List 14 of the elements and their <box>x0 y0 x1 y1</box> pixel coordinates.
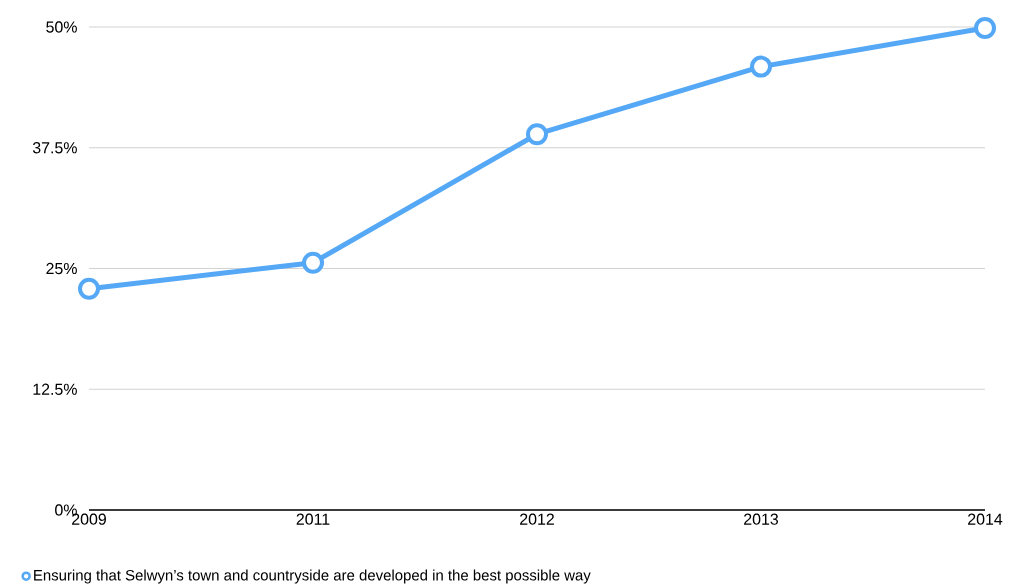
x-tick-label: 2013 <box>744 513 779 525</box>
x-tick-label: 2014 <box>968 513 1003 525</box>
y-tick-label: 50% <box>46 21 77 33</box>
legend-label: Ensuring that Selwyn’s town and countryside are developed in the best possible way <box>34 569 591 584</box>
point <box>526 123 548 146</box>
point <box>974 16 997 39</box>
point <box>750 55 773 78</box>
x-tick-label: 2011 <box>296 513 330 525</box>
point <box>78 277 100 300</box>
point <box>302 251 324 274</box>
y-tick-label: 25% <box>46 262 77 275</box>
y-tick-label: 12.5% <box>33 383 77 395</box>
x-tick-label: 2012 <box>520 513 554 525</box>
y-tick-label: 37.5% <box>32 142 77 154</box>
